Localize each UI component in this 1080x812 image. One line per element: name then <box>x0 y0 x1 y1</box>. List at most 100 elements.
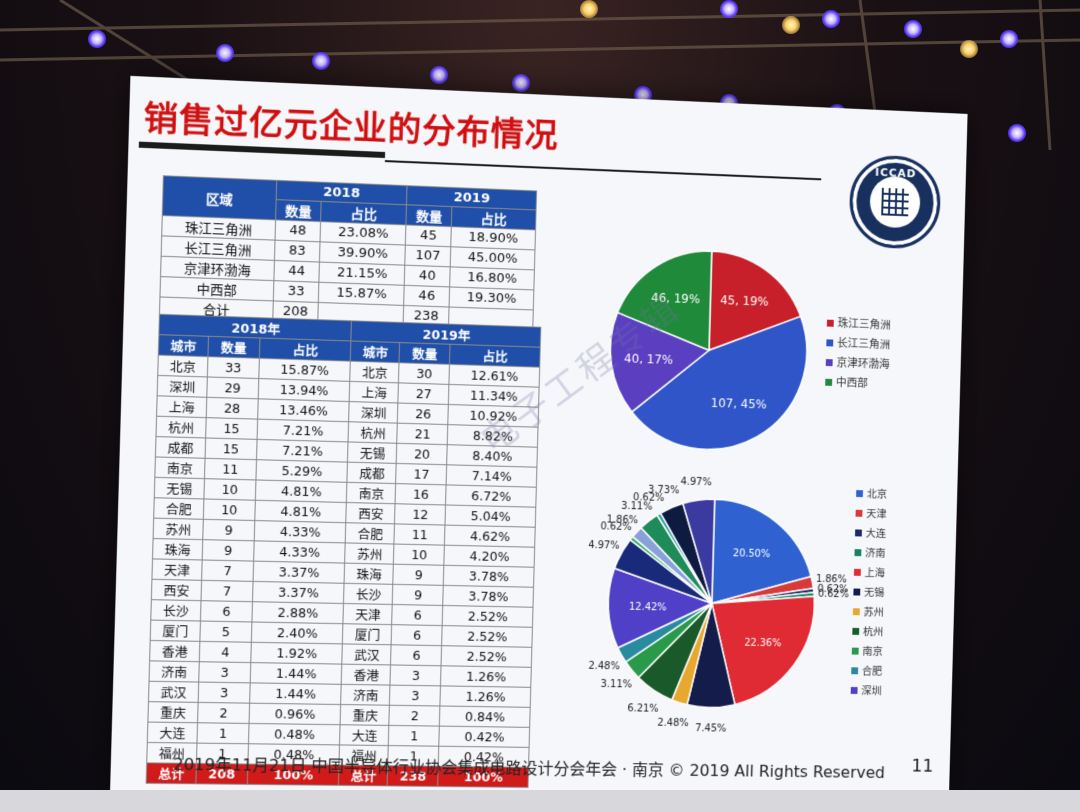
table-cell: 107 <box>404 245 451 267</box>
table-cell: 西安 <box>346 502 396 524</box>
pie-data-label: 20.50% <box>733 548 771 560</box>
table-cell: 6 <box>392 604 444 626</box>
legend-swatch <box>826 338 834 346</box>
table-cell: 3 <box>198 661 251 683</box>
table-cell: 无锡 <box>347 441 398 464</box>
legend-label: 长江三角洲 <box>836 336 891 352</box>
city-pie-legend: 北京 天津 大连 济南 上海 无锡 苏州 杭州 南京 合肥 深圳 <box>850 483 888 700</box>
pie-data-label: 12.42% <box>629 602 667 614</box>
stage-light <box>1008 124 1026 142</box>
pie-slice <box>617 602 711 664</box>
legend-label: 上海 <box>864 566 886 579</box>
table-cell: 2.52% <box>441 645 532 668</box>
table-cell: 0.84% <box>439 705 531 728</box>
stage-light <box>312 52 330 70</box>
table-cell: 7.14% <box>446 464 537 488</box>
region-table: 区域 2018 2019 数量 占比 数量 占比 珠江三角洲 48 23.08% 45… <box>159 175 537 330</box>
table-cell: 17 <box>396 463 447 485</box>
legend-entry: 合肥 <box>851 660 882 680</box>
stage-light <box>88 30 106 48</box>
table-cell: 29 <box>206 376 259 399</box>
table-cell: 珠海 <box>344 563 394 585</box>
pie-slice <box>680 498 715 603</box>
count-header: 数量 <box>275 199 322 222</box>
table-cell: 10 <box>203 478 256 501</box>
table-cell: 45 <box>405 224 452 247</box>
table-cell: 6 <box>200 600 253 622</box>
pie-data-label: 0.62% <box>817 584 848 595</box>
table-cell: 16 <box>395 483 447 505</box>
table-cell: 7 <box>200 580 253 602</box>
table-cell: 长沙 <box>150 599 201 622</box>
legend-label: 无锡 <box>863 586 885 599</box>
legend-label: 苏州 <box>863 605 884 619</box>
table-cell: 48 <box>274 219 321 242</box>
table-cell: 12 <box>394 503 446 526</box>
pie-data-label: 2.48% <box>588 661 620 672</box>
legend-swatch <box>855 528 862 537</box>
title-rule <box>384 160 822 181</box>
table-cell: 15 <box>204 437 257 460</box>
table-cell: 15 <box>205 417 258 440</box>
legend-label: 合肥 <box>861 665 883 678</box>
pie-data-label: 0.62% <box>633 493 665 505</box>
table-cell: 南京 <box>154 456 205 479</box>
table-cell: 无锡 <box>154 477 205 499</box>
pie-slice <box>658 503 714 603</box>
legend-label: 深圳 <box>861 684 882 697</box>
legend-label: 济南 <box>865 546 886 560</box>
table-cell: 6 <box>390 644 442 666</box>
table-cell: 9 <box>393 564 445 586</box>
city-header: 城市 <box>350 340 400 363</box>
table-cell: 2.88% <box>251 601 344 624</box>
table-cell: 2 <box>389 705 441 727</box>
pie-slice <box>617 248 712 351</box>
stage-light <box>720 0 738 18</box>
table-cell: 13.46% <box>257 398 350 422</box>
count-header: 数量 <box>406 204 452 227</box>
legend-entry: 珠江三角洲 <box>826 313 891 335</box>
pie-slice <box>625 602 712 679</box>
table-cell: 27 <box>398 382 450 405</box>
legend-entry: 长江三角洲 <box>826 332 890 354</box>
region-header: 区域 <box>162 175 277 220</box>
table-cell: 46 <box>403 285 450 308</box>
table-cell: 13.94% <box>258 378 351 402</box>
table-cell: 北京 <box>350 361 400 383</box>
table-cell: 9 <box>202 519 255 541</box>
pie-data-label: 3.73% <box>648 485 680 497</box>
table-cell: 9 <box>202 539 255 562</box>
table-cell: 44 <box>273 260 320 283</box>
pie-data-label: 45, 19% <box>720 293 769 308</box>
table-cell: 10 <box>393 544 445 566</box>
table-cell: 济南 <box>149 660 200 683</box>
table-cell: 重庆 <box>147 701 199 723</box>
table-cell: 珠海 <box>152 538 203 560</box>
table-cell: 30 <box>398 362 450 385</box>
table-cell: 长沙 <box>343 583 394 605</box>
legend-swatch <box>854 548 862 556</box>
legend-swatch <box>851 647 859 655</box>
table-cell: 2.40% <box>251 621 344 644</box>
table-cell: 9 <box>392 584 444 606</box>
stage-light <box>960 40 978 58</box>
legend-entry: 中西部 <box>825 372 889 394</box>
table-cell: 3.37% <box>252 581 345 604</box>
legend-swatch <box>853 568 861 576</box>
table-cell: 5.29% <box>255 459 348 483</box>
table-cell: 15.87% <box>258 358 351 382</box>
pie-slice <box>631 528 714 604</box>
presentation-slide: 销售过亿元企业的分布情况 ICCAD 区域 2018 2019 数量 占比 数量… <box>110 75 968 800</box>
table-cell: 成都 <box>347 462 397 484</box>
table-cell: 杭州 <box>348 421 398 444</box>
table-cell: 武汉 <box>342 643 392 665</box>
table-cell: 6.72% <box>445 484 537 508</box>
pie-data-label: 1.86% <box>816 574 847 585</box>
table-cell: 1.26% <box>440 665 532 688</box>
legend-label: 南京 <box>862 645 883 658</box>
stage-light <box>580 0 598 18</box>
table-cell: 26 <box>397 403 449 425</box>
table-cell: 83 <box>273 240 321 263</box>
table-cell: 4 <box>199 641 252 663</box>
pie-data-label: 4.97% <box>588 540 620 552</box>
